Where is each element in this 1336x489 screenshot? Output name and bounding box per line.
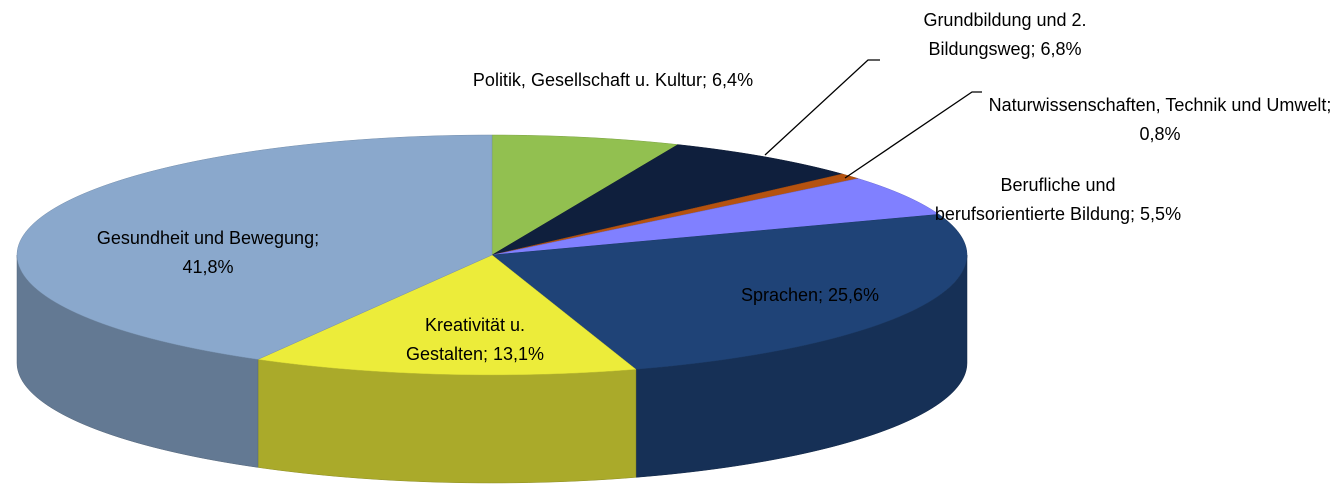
slice-label: Naturwissenschaften, Technik und Umwelt;… [980,91,1336,149]
category-name: Sprachen; [740,285,823,305]
slice-label: Politik, Gesellschaft u. Kultur; 6,4% [433,66,793,95]
slice-label: Sprachen; 25,6% [660,281,960,310]
category-name: Naturwissenschaften, Technik und Umwelt; [988,95,1332,115]
value-label: 6,8% [1040,39,1082,59]
slice [491,144,843,256]
slice-label: Grundbildung und 2. Bildungsweg; 6,8% [885,6,1125,64]
category-name: Grundbildung und 2. Bildungsweg; [923,10,1087,59]
slice-label: Kreativität u. Gestalten; 13,1% [390,311,560,369]
category-name: Gesundheit und Bewegung; [96,228,320,248]
leader-line [764,59,880,156]
value-label: 6,4% [712,70,754,90]
slice-side [257,359,637,484]
slice-label: Berufliche und berufsorientierte Bildung… [933,171,1183,229]
value-label: 13,1% [493,344,545,364]
value-label: 5,5% [1140,204,1182,224]
value-label: 0,8% [1139,124,1181,144]
slice [491,214,968,370]
category-name: Politik, Gesellschaft u. Kultur; [472,70,708,90]
leader-line [844,91,982,179]
slice [257,254,637,376]
slice [16,134,493,360]
slice [491,178,940,256]
category-name: Kreativität u. Gestalten; [405,315,526,364]
value-label: 25,6% [828,285,880,305]
slice-label: Gesundheit und Bewegung; 41,8% [78,224,338,282]
category-name: Berufliche und berufsorientierte Bildung… [934,175,1136,224]
value-label: 41,8% [182,257,234,277]
slice [491,134,679,256]
